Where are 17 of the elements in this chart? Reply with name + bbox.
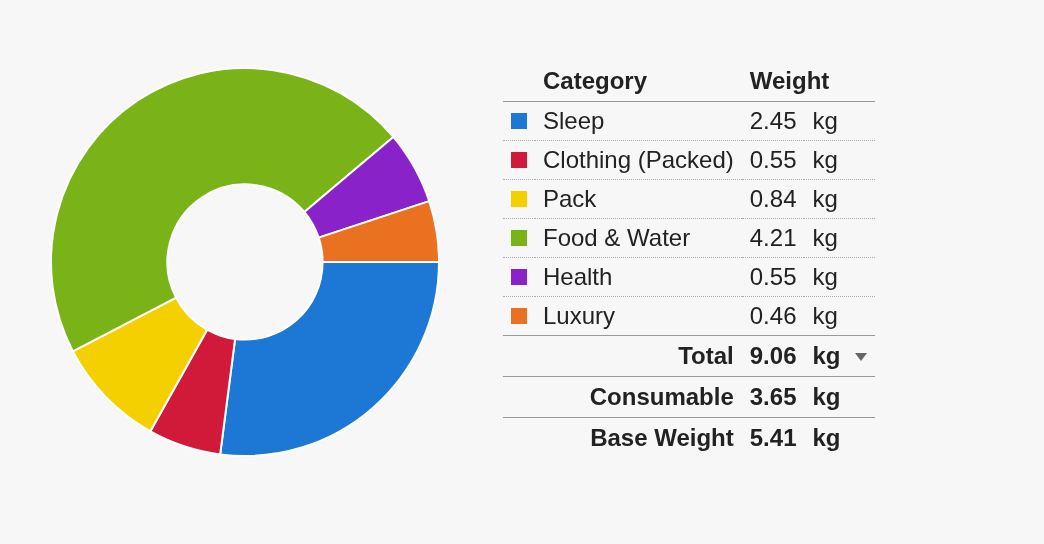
legend-title: Category xyxy=(535,62,742,101)
data-label: 0.84 kg xyxy=(748,183,839,214)
legend-label: Clothing (Packed) xyxy=(535,140,742,179)
legend-label: Food & Water xyxy=(535,218,742,257)
legend-label: Sleep xyxy=(535,101,742,140)
data-label: 0.46 kg xyxy=(748,300,839,331)
data-label: 0.55 kg xyxy=(748,144,839,175)
legend-label: Health xyxy=(535,257,742,296)
text: Consumable 3.65 kg xyxy=(588,381,842,412)
text: Weight xyxy=(741,62,875,101)
legend-label: Luxury xyxy=(535,296,742,335)
text: Base Weight 5.41 kg xyxy=(589,422,842,453)
data-label: 4.21 kg xyxy=(748,222,839,253)
legend-label: Pack xyxy=(535,179,742,218)
data-label: 0.55 kg xyxy=(748,261,839,292)
data-label: 2.45 kg xyxy=(748,105,839,136)
text: Total 9.06 kg xyxy=(677,340,842,371)
